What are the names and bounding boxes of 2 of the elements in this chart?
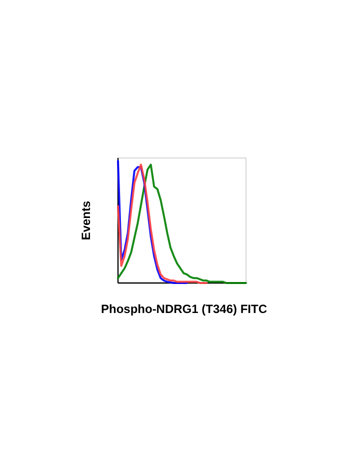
x-axis-title: Phospho-NDRG1 (T346) FITC — [100, 302, 268, 316]
y-axis-title: Events — [79, 200, 93, 240]
